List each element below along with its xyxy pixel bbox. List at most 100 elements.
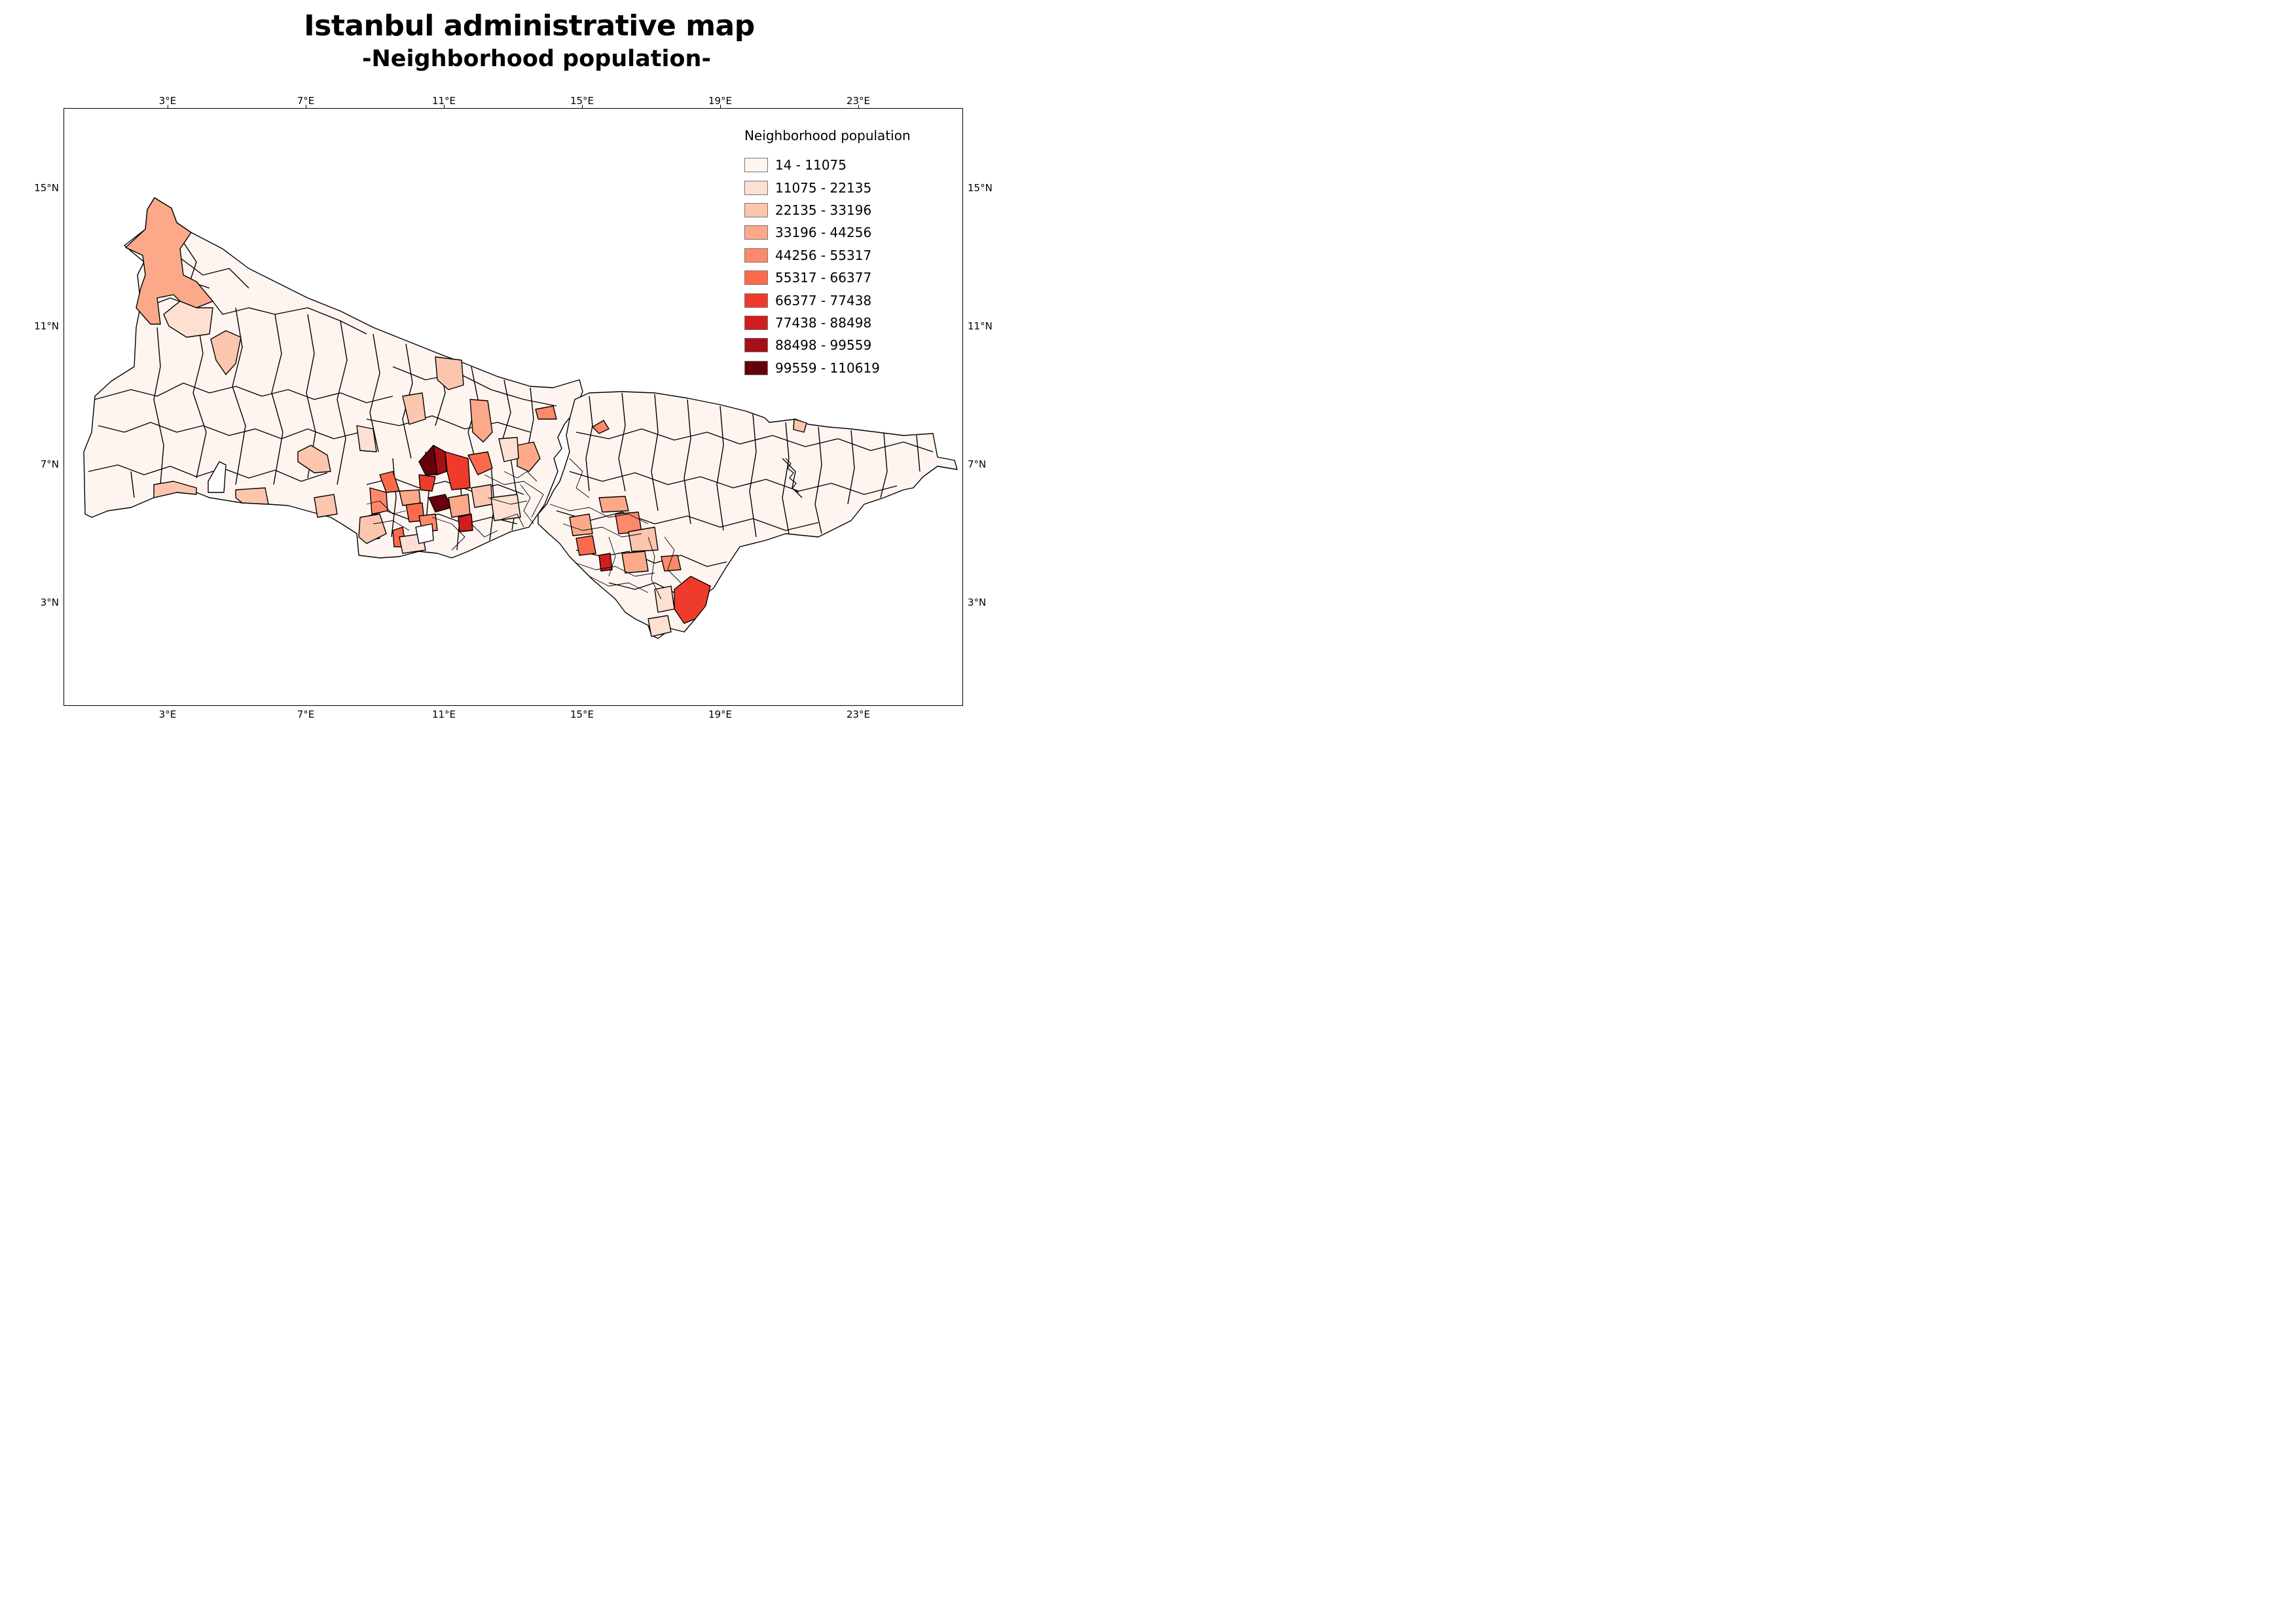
neighborhood-central-8 xyxy=(356,425,377,452)
x-tick-bottom-23E: 23°E xyxy=(846,709,871,720)
y-tick-left-3N: 3°N xyxy=(40,597,59,608)
legend-label: 33196 - 44256 xyxy=(775,225,872,241)
tickmark-top-5 xyxy=(720,105,721,108)
neighborhood-asia-1 xyxy=(592,420,610,434)
istanbul-map xyxy=(83,197,958,639)
neighborhood-red-8 xyxy=(458,513,473,532)
neighborhood-central-3 xyxy=(469,399,493,443)
y-tick-right-11N: 11°N xyxy=(968,320,993,332)
legend-swatch xyxy=(744,225,768,240)
x-tick-top-11E: 11°E xyxy=(431,95,456,107)
neighborhood-mixed-7 xyxy=(490,494,521,521)
neighborhood-asia-7 xyxy=(661,555,682,572)
tickmark-top-4 xyxy=(582,105,583,108)
legend-swatch xyxy=(744,158,768,173)
legend-swatch xyxy=(744,270,768,286)
neighborhood-central-6 xyxy=(498,437,519,462)
neighborhood-asia-10 xyxy=(654,585,675,613)
neighborhood-coast-1 xyxy=(153,481,197,498)
neighborhood-nw-3 xyxy=(210,330,242,375)
map-frame xyxy=(64,108,963,706)
legend-label: 99559 - 110619 xyxy=(775,360,880,376)
legend-item: 44256 - 55317 xyxy=(744,244,911,267)
legend-item: 22135 - 33196 xyxy=(744,199,911,221)
x-tick-top-7E: 7°E xyxy=(297,95,315,107)
legend-swatch xyxy=(744,293,768,308)
neighborhood-central-5 xyxy=(535,405,557,420)
neighborhood-mixed-6 xyxy=(471,484,493,508)
legend-swatch xyxy=(744,202,768,217)
x-tick-top-23E: 23°E xyxy=(846,95,871,107)
asian-neighborhood-borders xyxy=(556,392,934,593)
legend-label: 44256 - 55317 xyxy=(775,247,872,263)
legend: Neighborhood population 14 - 11075 11075 … xyxy=(744,128,911,379)
x-tick-top-15E: 15°E xyxy=(570,95,594,107)
x-tick-bottom-19E: 19°E xyxy=(708,709,733,720)
legend-item: 66377 - 77438 xyxy=(744,289,911,311)
neighborhood-dark-2 xyxy=(433,445,447,475)
neighborhood-central-2 xyxy=(435,356,464,390)
neighborhood-asia-5 xyxy=(575,535,596,556)
legend-label: 77438 - 88498 xyxy=(775,314,872,331)
legend-label: 88498 - 99559 xyxy=(775,337,872,354)
y-tick-right-3N: 3°N xyxy=(968,597,987,608)
neighborhood-coast-2 xyxy=(235,487,269,505)
neighborhood-red-1 xyxy=(445,451,471,490)
neighborhood-asia-12 xyxy=(647,615,672,637)
tickmark-top-3 xyxy=(444,105,445,108)
legend-label: 14 - 11075 xyxy=(775,157,847,174)
neighborhood-asia-11 xyxy=(569,513,593,536)
x-tick-bottom-7E: 7°E xyxy=(297,709,315,720)
legend-label: 55317 - 66377 xyxy=(775,270,872,286)
legend-items: 14 - 11075 11075 - 22135 22135 - 33196 3319… xyxy=(744,154,911,379)
neighborhood-mixed-5 xyxy=(448,494,471,518)
legend-swatch xyxy=(744,180,768,195)
legend-swatch xyxy=(744,248,768,263)
x-tick-bottom-11E: 11°E xyxy=(431,709,456,720)
map-subtitle: -Neighborhood population- xyxy=(361,46,712,72)
legend-swatch xyxy=(744,360,768,375)
neighborhood-asia-6 xyxy=(598,553,613,572)
y-tick-right-7N: 7°N xyxy=(968,458,987,470)
map-title: Istanbul administrative map xyxy=(304,9,755,43)
neighborhood-white-gap-2 xyxy=(415,523,434,544)
legend-swatch xyxy=(744,338,768,353)
neighborhood-asia-9 xyxy=(628,526,659,552)
y-tick-right-15N: 15°N xyxy=(968,182,993,194)
neighborhood-nw-2 xyxy=(163,301,213,338)
y-tick-left-11N: 11°N xyxy=(34,320,59,332)
x-tick-bottom-15E: 15°E xyxy=(570,709,594,720)
legend-label: 66377 - 77438 xyxy=(775,292,872,308)
asian-side xyxy=(538,391,958,639)
neighborhood-asia-2 xyxy=(793,418,807,433)
legend-item: 14 - 11075 xyxy=(744,154,911,176)
neighborhood-northwest-large xyxy=(125,197,213,325)
legend-label: 22135 - 33196 xyxy=(775,202,872,218)
x-tick-bottom-3E: 3°E xyxy=(158,709,177,720)
neighborhood-mixed-1 xyxy=(358,513,387,544)
neighborhood-asia-8 xyxy=(674,576,711,624)
legend-item: 77438 - 88498 xyxy=(744,312,911,334)
x-tick-top-19E: 19°E xyxy=(708,95,733,107)
neighborhood-asia-13 xyxy=(621,551,649,574)
legend-label: 11075 - 22135 xyxy=(775,179,872,196)
x-tick-top-3E: 3°E xyxy=(158,95,177,107)
tickmark-top-6 xyxy=(858,105,859,108)
legend-swatch xyxy=(744,315,768,330)
dense-european-borders xyxy=(366,471,544,551)
dense-asian-borders xyxy=(549,458,682,600)
legend-item: 33196 - 44256 xyxy=(744,221,911,244)
legend-item: 88498 - 99559 xyxy=(744,334,911,356)
y-tick-left-15N: 15°N xyxy=(34,182,59,194)
neighborhood-central-1 xyxy=(297,445,331,473)
neighborhood-mixed-3 xyxy=(399,489,421,506)
neighborhood-central-4 xyxy=(517,441,541,472)
neighborhood-asia-3 xyxy=(598,496,629,513)
european-side xyxy=(83,197,583,559)
legend-item: 11075 - 22135 xyxy=(744,176,911,198)
legend-title: Neighborhood population xyxy=(744,128,911,143)
y-tick-left-7N: 7°N xyxy=(40,458,59,470)
neighborhood-mixed-8 xyxy=(314,494,338,518)
legend-item: 55317 - 66377 xyxy=(744,267,911,289)
neighborhood-red-2 xyxy=(467,451,493,475)
